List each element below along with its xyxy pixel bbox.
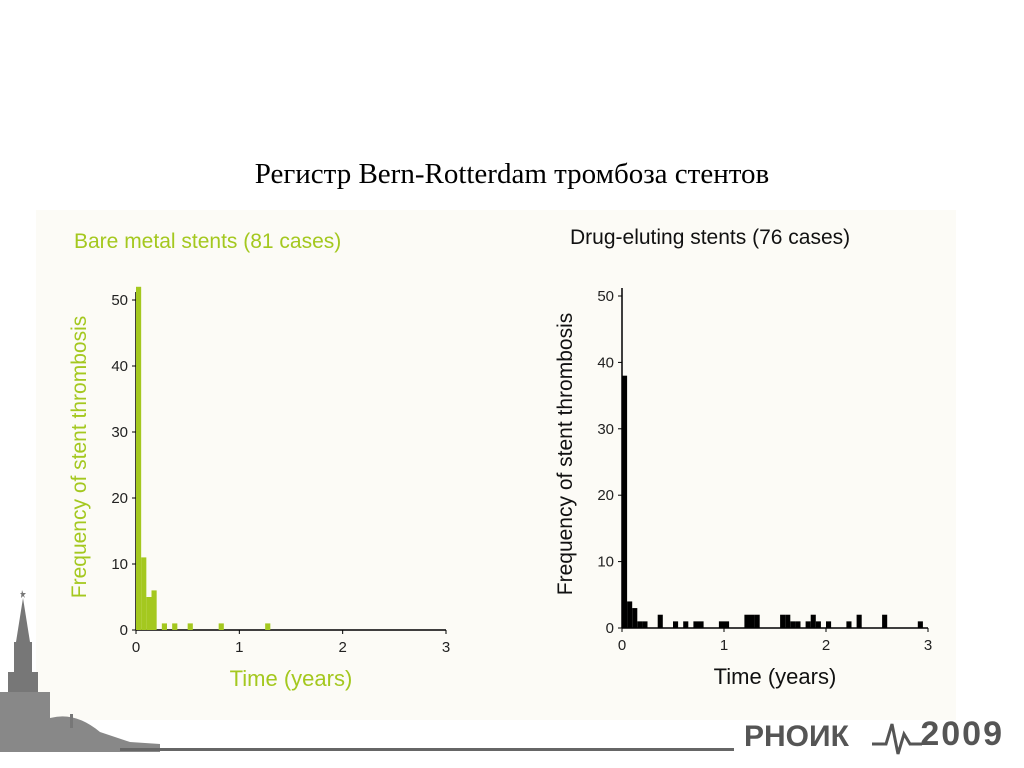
y-tick-label: 20 <box>597 487 614 504</box>
bar <box>790 621 796 628</box>
y-tick-label: 30 <box>597 421 614 438</box>
y-tick-label: 40 <box>111 358 128 375</box>
logo-year: 2009 <box>920 715 1004 753</box>
chart-drug-eluting-stents: Drug-eluting stents (76 cases)0102030405… <box>554 226 932 689</box>
bar <box>744 614 750 628</box>
y-tick-label: 0 <box>606 620 614 637</box>
bar <box>856 614 862 628</box>
bar <box>780 614 786 628</box>
bar <box>673 621 679 628</box>
kremlin-tower-icon <box>0 590 160 752</box>
bar <box>637 621 643 628</box>
bar <box>146 597 152 630</box>
y-tick-label: 10 <box>111 556 128 573</box>
bar <box>622 375 628 628</box>
bar <box>805 621 811 628</box>
bar <box>917 621 923 628</box>
bar <box>627 601 633 628</box>
bar <box>698 621 704 628</box>
x-tick-label: 1 <box>720 637 728 654</box>
x-tick-label: 0 <box>132 639 140 656</box>
y-tick-label: 20 <box>111 490 128 507</box>
bar <box>693 621 699 628</box>
bar <box>795 621 801 628</box>
y-tick-label: 0 <box>120 622 128 639</box>
y-axis-label: Frequency of stent thrombosis <box>554 313 577 595</box>
x-tick-label: 3 <box>924 637 932 654</box>
heartbeat-icon <box>872 723 922 755</box>
bar <box>172 623 178 630</box>
x-tick-label: 2 <box>822 637 830 654</box>
y-tick-label: 30 <box>111 424 128 441</box>
bar <box>218 623 224 630</box>
logo-text: РНОИК <box>744 720 849 753</box>
chart-title: Drug-eluting stents (76 cases) <box>570 226 850 249</box>
bar <box>657 614 663 628</box>
bar <box>632 608 638 628</box>
chart-title: Bare metal stents (81 cases) <box>74 230 341 253</box>
x-axis-label: Time (years) <box>230 666 353 691</box>
bar <box>815 621 821 628</box>
bar <box>683 621 689 628</box>
y-axis-label: Frequency of stent thrombosis <box>68 316 91 598</box>
x-tick-label: 0 <box>618 637 626 654</box>
bar <box>882 614 888 628</box>
chart-bare-metal-stents: Bare metal stents (81 cases) 0 10 20 30 40 50 0… <box>68 230 450 691</box>
y-tick-label: 40 <box>597 354 614 371</box>
y-tick-label: 10 <box>597 554 614 571</box>
bar <box>785 614 791 628</box>
footer-divider <box>120 748 734 751</box>
logo: РНОИК 2009 <box>744 715 1004 756</box>
bar <box>161 623 167 630</box>
bar <box>749 614 755 628</box>
bar <box>718 621 724 628</box>
slide-title: Регистр Bern-Rotterdam тромбоза стентов <box>254 158 770 190</box>
bar <box>187 623 193 630</box>
bar <box>826 621 832 628</box>
bar <box>151 590 157 630</box>
x-tick-label: 1 <box>235 639 243 656</box>
x-axis-label: Time (years) <box>714 664 837 689</box>
bar <box>724 621 730 628</box>
bar <box>810 614 816 628</box>
bar <box>754 614 760 628</box>
chart-panel: Bare metal stents (81 cases) 0 10 20 30 40 50 0… <box>36 210 956 720</box>
bar <box>141 557 147 630</box>
y-tick-label: 50 <box>597 288 614 305</box>
y-tick-label: 50 <box>111 292 128 309</box>
bar <box>846 621 852 628</box>
bar <box>265 623 271 630</box>
x-tick-label: 2 <box>338 639 346 656</box>
bar <box>642 621 648 628</box>
bar <box>136 286 142 630</box>
x-tick-label: 3 <box>442 639 450 656</box>
